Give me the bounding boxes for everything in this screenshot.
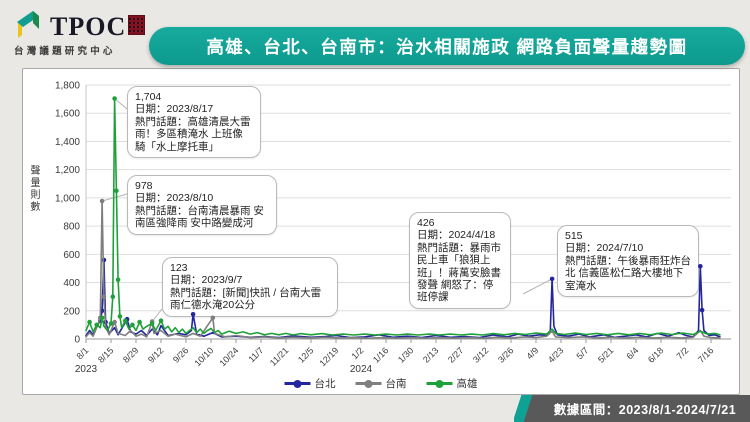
svg-text:8/1: 8/1 xyxy=(74,345,90,361)
legend-label: 高雄 xyxy=(456,378,478,390)
y-axis-title: 聲量則數 xyxy=(28,165,39,213)
svg-text:9/12: 9/12 xyxy=(146,345,165,364)
svg-text:400: 400 xyxy=(63,278,80,289)
svg-text:600: 600 xyxy=(63,250,80,261)
taipei-line-marker-icon xyxy=(284,379,311,388)
annotation-topic: 熱門話題：[新聞]快訊 / 台南大雷雨仁德水淹20公分 xyxy=(170,286,322,312)
svg-text:11/21: 11/21 xyxy=(268,345,291,368)
annotation-value: 515 xyxy=(565,230,583,242)
annotation-date: 日期：2023/8/10 xyxy=(135,192,214,205)
svg-text:1/16: 1/16 xyxy=(371,345,390,364)
tpoc-seal-icon xyxy=(128,15,146,35)
annotation-date: 日期：2023/9/7 xyxy=(170,274,243,287)
svg-text:8/29: 8/29 xyxy=(121,345,140,364)
logo-text: TPOC xyxy=(50,12,127,41)
svg-text:1/30: 1/30 xyxy=(396,345,415,364)
annotation-card-515: 515 日期：2024/7/10 熱門話題：午後暴雨狂炸台北 信義區松仁路大樓地… xyxy=(557,225,699,297)
annotation-card-1704: 1,704 日期：2023/8/17 熱門話題：高雄清晨大雷雨！多區積淹水 上班… xyxy=(127,86,261,158)
svg-text:6/4: 6/4 xyxy=(624,345,640,361)
svg-text:7/2: 7/2 xyxy=(674,345,690,361)
svg-text:9/26: 9/26 xyxy=(171,345,190,364)
legend-item-tainan[interactable]: 台南 xyxy=(355,376,407,391)
svg-text:8/15: 8/15 xyxy=(96,345,115,364)
svg-text:1,800: 1,800 xyxy=(55,81,80,92)
svg-text:10/10: 10/10 xyxy=(192,345,215,368)
svg-text:12/19: 12/19 xyxy=(317,345,340,368)
annotation-value: 426 xyxy=(417,217,435,229)
tpoc-logo-icon xyxy=(17,11,39,38)
svg-text:800: 800 xyxy=(63,222,80,233)
annotation-card-426: 426 日期：2024/4/18 熱門話題：暴雨市民上車「狼狽上班」！蔣萬安臉書… xyxy=(409,212,511,309)
annotation-value: 123 xyxy=(170,262,188,274)
svg-text:6/18: 6/18 xyxy=(646,345,665,364)
svg-text:12/5: 12/5 xyxy=(296,345,315,364)
svg-text:200: 200 xyxy=(63,306,80,317)
tpoc-logo: TPOC 台灣議題研究中心 xyxy=(14,9,154,57)
svg-text:0: 0 xyxy=(74,335,80,346)
svg-text:2024: 2024 xyxy=(350,364,373,375)
annotation-topic: 熱門話題：台南清晨暴雨 安南區強降雨 安中路變成河 xyxy=(135,204,264,230)
chart-panel: 0 200 400 600 800 1,000 1,200 1,400 1,600 1,800 8/… xyxy=(22,68,740,395)
svg-text:10/24: 10/24 xyxy=(217,345,240,368)
svg-text:1/2: 1/2 xyxy=(349,345,365,361)
svg-text:11/7: 11/7 xyxy=(246,345,265,364)
svg-text:2/13: 2/13 xyxy=(421,345,440,364)
svg-text:5/7: 5/7 xyxy=(574,345,590,361)
tainan-line-marker-icon xyxy=(355,379,382,388)
annotation-card-978: 978 日期：2023/8/10 熱門話題：台南清晨暴雨 安南區強降雨 安中路變… xyxy=(127,175,277,235)
data-range-banner: 數據區間：2023/8/1-2024/7/21 xyxy=(514,395,750,422)
logo-subtext: 台灣議題研究中心 xyxy=(14,46,116,57)
annotation-date: 日期：2024/7/10 xyxy=(565,242,644,255)
page-title: 高雄、台北、台南市：治水相關施政 網路負面聲量趨勢圖 xyxy=(149,27,745,65)
annotation-date: 日期：2024/4/18 xyxy=(417,229,496,242)
svg-text:7/16: 7/16 xyxy=(696,345,715,364)
svg-text:1,000: 1,000 xyxy=(55,193,80,204)
svg-text:3/12: 3/12 xyxy=(471,345,490,364)
svg-text:1,200: 1,200 xyxy=(55,165,80,176)
annotation-topic: 熱門話題：暴雨市民上車「狼狽上班」！蔣萬安臉書發聲 網怒了：停班停課 xyxy=(417,241,501,304)
annotation-topic: 熱門話題：午後暴雨狂炸台北 信義區松仁路大樓地下室淹水 xyxy=(565,254,691,292)
svg-text:1,600: 1,600 xyxy=(55,109,80,120)
svg-text:4/9: 4/9 xyxy=(524,345,540,361)
svg-text:4/23: 4/23 xyxy=(546,345,565,364)
svg-text:3/26: 3/26 xyxy=(496,345,515,364)
annotation-date: 日期：2023/8/17 xyxy=(135,103,214,116)
legend-label: 台南 xyxy=(385,378,407,390)
annotation-card-123: 123 日期：2023/9/7 熱門話題：[新聞]快訊 / 台南大雷雨仁德水淹2… xyxy=(162,257,338,317)
svg-text:5/21: 5/21 xyxy=(596,345,615,364)
chart-legend: 台北 台南 高雄 xyxy=(284,376,478,391)
kaohsiung-line-marker-icon xyxy=(426,379,453,388)
svg-text:2023: 2023 xyxy=(75,364,98,375)
svg-text:2/27: 2/27 xyxy=(446,345,465,364)
data-range-label: 數據區間：2023/8/1-2024/7/21 xyxy=(553,403,737,417)
legend-item-taipei[interactable]: 台北 xyxy=(284,376,336,391)
legend-item-kaohsiung[interactable]: 高雄 xyxy=(426,376,478,391)
annotation-value: 978 xyxy=(135,180,153,192)
legend-label: 台北 xyxy=(314,378,336,390)
svg-text:1,400: 1,400 xyxy=(55,137,80,148)
annotation-value: 1,704 xyxy=(135,91,162,103)
annotation-topic: 熱門話題：高雄清晨大雷雨！多區積淹水 上班像騎「水上摩托車」 xyxy=(135,115,251,153)
